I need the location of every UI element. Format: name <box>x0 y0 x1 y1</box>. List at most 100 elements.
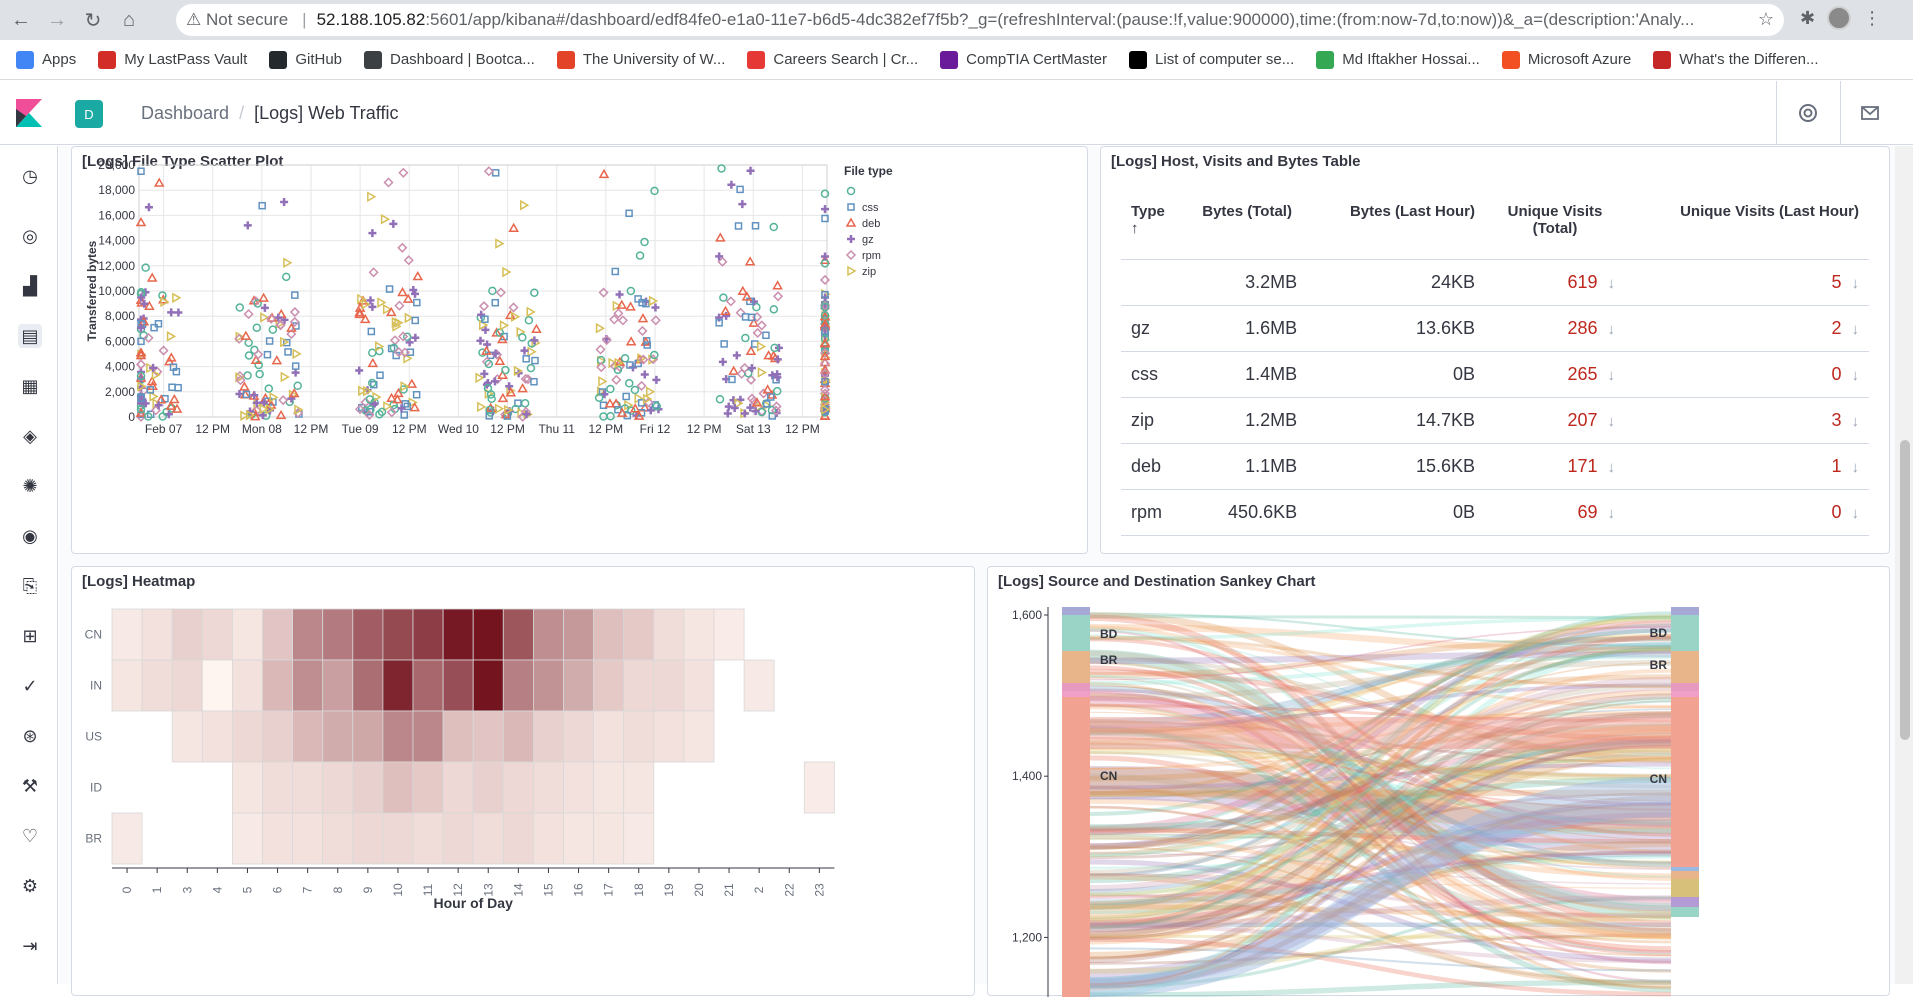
sankey-dest-node[interactable] <box>1671 683 1699 691</box>
heatmap-cell[interactable] <box>503 813 533 864</box>
filter-down-arrow-icon[interactable]: ↓ <box>1607 459 1615 476</box>
heatmap-cell[interactable] <box>473 813 503 864</box>
heatmap-cell[interactable] <box>594 660 624 711</box>
legend-item[interactable] <box>848 188 855 195</box>
forward-icon[interactable]: → <box>42 5 72 35</box>
logs-icon[interactable]: ⎘ <box>18 574 42 598</box>
bookmark-item[interactable]: Apps <box>16 51 76 69</box>
filter-down-arrow-icon[interactable]: ↓ <box>1607 321 1615 338</box>
filter-down-arrow-icon[interactable]: ↓ <box>1607 413 1615 430</box>
not-secure-label[interactable]: ⚠ Not secure <box>186 10 288 30</box>
heatmap-cell[interactable] <box>293 813 323 864</box>
metrics-icon[interactable]: ◉ <box>18 524 42 548</box>
heatmap-cell[interactable] <box>564 609 594 660</box>
heatmap-cell[interactable] <box>263 609 293 660</box>
breadcrumb-dashboard[interactable]: Dashboard <box>141 103 229 124</box>
sankey-link[interactable] <box>1090 717 1671 749</box>
heatmap-cell[interactable] <box>684 660 714 711</box>
heatmap-cell[interactable] <box>533 609 563 660</box>
heatmap-cell[interactable] <box>804 762 834 813</box>
legend-item[interactable]: zip <box>848 266 876 278</box>
sankey-source-node[interactable] <box>1062 651 1090 669</box>
sankey-dest-node[interactable] <box>1671 607 1699 615</box>
heatmap-cell[interactable] <box>202 609 232 660</box>
bookmark-star-icon[interactable]: ☆ <box>1758 9 1774 30</box>
heatmap-cell[interactable] <box>112 609 142 660</box>
heatmap-cell[interactable] <box>413 813 443 864</box>
filter-down-arrow-icon[interactable]: ↓ <box>1852 505 1860 522</box>
heatmap-cell[interactable] <box>323 711 353 762</box>
heatmap-cell[interactable] <box>473 762 503 813</box>
heatmap-cell[interactable] <box>564 711 594 762</box>
heatmap-cell[interactable] <box>443 813 473 864</box>
filter-down-arrow-icon[interactable]: ↓ <box>1852 321 1860 338</box>
home-icon[interactable]: ⌂ <box>114 5 144 35</box>
heatmap-cell[interactable] <box>624 660 654 711</box>
heatmap-cell[interactable] <box>473 660 503 711</box>
heatmap-cell[interactable] <box>533 813 563 864</box>
heatmap-cell[interactable] <box>744 660 774 711</box>
sankey-source-node[interactable] <box>1062 669 1090 683</box>
heatmap-cell[interactable] <box>533 711 563 762</box>
heatmap-cell[interactable] <box>202 711 232 762</box>
siem-icon[interactable]: ⊛ <box>18 724 42 748</box>
heatmap-cell[interactable] <box>503 660 533 711</box>
heatmap-cell[interactable] <box>594 711 624 762</box>
heatmap-cell[interactable] <box>353 762 383 813</box>
bookmark-item[interactable]: GitHub <box>269 51 342 69</box>
heatmap-cell[interactable] <box>654 609 684 660</box>
sankey-dest-node[interactable] <box>1671 871 1699 879</box>
heatmap-cell[interactable] <box>293 609 323 660</box>
heatmap-cell[interactable] <box>624 762 654 813</box>
heatmap-cell[interactable] <box>443 762 473 813</box>
heatmap-cell[interactable] <box>594 609 624 660</box>
heatmap-cell[interactable] <box>624 813 654 864</box>
heatmap-cell[interactable] <box>624 711 654 762</box>
bookmark-item[interactable]: My LastPass Vault <box>98 51 247 69</box>
reload-icon[interactable]: ↻ <box>78 5 108 35</box>
visualize-chart-icon[interactable]: ▟ <box>18 274 42 298</box>
heatmap-cell[interactable] <box>654 711 684 762</box>
heatmap-cell[interactable] <box>503 609 533 660</box>
dev-tools-icon[interactable]: ⚒ <box>18 774 42 798</box>
sankey-source-node[interactable] <box>1062 615 1090 623</box>
table-header[interactable]: Bytes (Total) <box>1187 197 1307 259</box>
recent-clock-icon[interactable]: ◷ <box>18 164 42 188</box>
heatmap-cell[interactable] <box>172 711 202 762</box>
heatmap-cell[interactable] <box>202 660 232 711</box>
heatmap-cell[interactable] <box>594 762 624 813</box>
table-header[interactable]: Unique Visits (Total) <box>1485 197 1625 259</box>
bookmark-item[interactable]: The University of W... <box>557 51 726 69</box>
bookmark-item[interactable]: CompTIA CertMaster <box>940 51 1107 69</box>
scrollbar-thumb[interactable] <box>1900 440 1910 740</box>
heatmap-cell[interactable] <box>413 711 443 762</box>
filter-down-arrow-icon[interactable]: ↓ <box>1852 275 1860 292</box>
filter-down-arrow-icon[interactable]: ↓ <box>1607 275 1615 292</box>
legend-item[interactable]: deb <box>847 218 880 230</box>
heatmap-cell[interactable] <box>142 660 172 711</box>
heatmap-cell[interactable] <box>383 813 413 864</box>
sankey-dest-node[interactable] <box>1671 697 1699 867</box>
heatmap-cell[interactable] <box>232 813 262 864</box>
heatmap-cell[interactable] <box>112 660 142 711</box>
bookmark-item[interactable]: Careers Search | Cr... <box>747 51 918 69</box>
sankey-source-node[interactable] <box>1062 607 1090 615</box>
heatmap-cell[interactable] <box>353 711 383 762</box>
heatmap-cell[interactable] <box>232 762 262 813</box>
legend-item[interactable]: css <box>848 202 879 214</box>
space-avatar[interactable]: D <box>75 100 103 128</box>
heatmap-cell[interactable] <box>654 660 684 711</box>
monitoring-icon[interactable]: ♡ <box>18 824 42 848</box>
heatmap-cell[interactable] <box>473 711 503 762</box>
collapse-menu-icon[interactable]: ⇥ <box>18 934 42 958</box>
heatmap-cell[interactable] <box>232 609 262 660</box>
sankey-dest-node[interactable] <box>1671 669 1699 683</box>
heatmap-cell[interactable] <box>383 762 413 813</box>
heatmap-cell[interactable] <box>263 813 293 864</box>
sankey-dest-node[interactable] <box>1671 879 1699 897</box>
sankey-source-node[interactable] <box>1062 683 1090 691</box>
heatmap-cell[interactable] <box>232 711 262 762</box>
sankey-source-node[interactable] <box>1062 697 1090 997</box>
table-header[interactable]: Bytes (Last Hour) <box>1307 197 1485 259</box>
heatmap-cell[interactable] <box>684 609 714 660</box>
